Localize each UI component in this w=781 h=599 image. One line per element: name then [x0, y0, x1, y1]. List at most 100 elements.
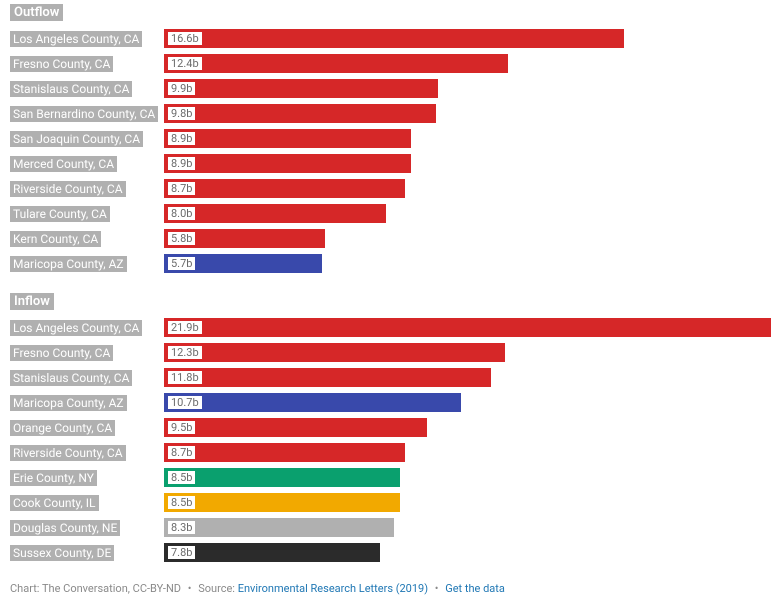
- bar-track: 21.9b: [164, 318, 771, 337]
- bar: 8.5b: [164, 468, 400, 487]
- bar-row: Stanislaus County, CA 11.8b: [10, 366, 771, 389]
- bar-track: 8.7b: [164, 179, 771, 198]
- row-label: Douglas County, NE: [10, 520, 164, 536]
- chart-section: OutflowLos Angeles County, CA16.6bFresno…: [10, 4, 771, 275]
- row-label-text: Erie County, NY: [10, 470, 97, 486]
- bar-value: 16.6b: [168, 32, 202, 45]
- bar-value: 8.3b: [168, 521, 195, 534]
- row-label: Stanislaus County, CA: [10, 81, 164, 97]
- bar-track: 9.5b: [164, 418, 771, 437]
- bar-track: 12.3b: [164, 343, 771, 362]
- bar-row: Stanislaus County, CA 9.9b: [10, 77, 771, 100]
- bar-row: Erie County, NY 8.5b: [10, 466, 771, 489]
- row-label: Stanislaus County, CA: [10, 370, 164, 386]
- bar-value: 9.8b: [168, 107, 195, 120]
- row-label-text: Fresno County, CA: [10, 56, 113, 72]
- bar: 9.9b: [164, 79, 438, 98]
- bar-track: 7.8b: [164, 543, 771, 562]
- bar-row: Orange County, CA 9.5b: [10, 416, 771, 439]
- bar-value: 7.8b: [168, 546, 195, 559]
- bar-value: 21.9b: [168, 321, 202, 334]
- bar-value: 8.5b: [168, 496, 195, 509]
- footer-sep: •: [435, 582, 439, 595]
- bar: 5.8b: [164, 229, 325, 248]
- row-label-text: San Bernardino County, CA: [10, 106, 158, 122]
- row-label: Orange County, CA: [10, 420, 164, 436]
- bar-track: 9.9b: [164, 79, 771, 98]
- row-label-text: San Joaquin County, CA: [10, 131, 143, 147]
- bar-row: Riverside County, CA 8.7b: [10, 177, 771, 200]
- bar-row: Sussex County, DE 7.8b: [10, 541, 771, 564]
- footer-source-label: Source:: [198, 582, 235, 595]
- row-label: San Joaquin County, CA: [10, 131, 164, 147]
- bar-track: 16.6b: [164, 29, 771, 48]
- row-label-text: Tulare County, CA: [10, 206, 110, 222]
- row-label: Los Angeles County, CA: [10, 320, 164, 336]
- bar-track: 9.8b: [164, 104, 771, 123]
- bar-row: Merced County, CA 8.9b: [10, 152, 771, 175]
- bar: 8.7b: [164, 443, 405, 462]
- bar-row: Los Angeles County, CA 16.6b: [10, 27, 771, 50]
- row-label: Sussex County, DE: [10, 545, 164, 561]
- row-label: Maricopa County, AZ: [10, 256, 164, 272]
- bar-track: 8.9b: [164, 154, 771, 173]
- bar-track: 5.7b: [164, 254, 771, 273]
- bar-value: 5.7b: [168, 257, 195, 270]
- bar: 8.7b: [164, 179, 405, 198]
- row-label-text: Maricopa County, AZ: [10, 256, 127, 272]
- footer-sep: •: [188, 582, 192, 595]
- bar: 21.9b: [164, 318, 771, 337]
- footer-prefix: Chart: The Conversation, CC-BY-ND: [10, 582, 181, 595]
- bar: 8.3b: [164, 518, 394, 537]
- row-label-text: Los Angeles County, CA: [10, 31, 142, 47]
- chart-footer: Chart: The Conversation, CC-BY-ND • Sour…: [10, 582, 771, 595]
- bar-value: 12.4b: [168, 57, 202, 70]
- bar-value: 9.5b: [168, 421, 195, 434]
- bar-value: 12.3b: [168, 346, 202, 359]
- bar-track: 8.5b: [164, 493, 771, 512]
- row-label: Cook County, IL: [10, 495, 164, 511]
- bar-row: San Bernardino County, CA 9.8b: [10, 102, 771, 125]
- bar: 12.3b: [164, 343, 505, 362]
- row-label-text: Los Angeles County, CA: [10, 320, 142, 336]
- chart-section: Inflow Los Angeles County, CA 21.9b Fresno …: [10, 293, 771, 564]
- row-label-text: Stanislaus County, CA: [10, 370, 132, 386]
- row-label-text: Maricopa County, AZ: [10, 395, 127, 411]
- bar-value: 8.0b: [168, 207, 195, 220]
- bar-value: 8.7b: [168, 182, 195, 195]
- row-label: San Bernardino County, CA: [10, 106, 164, 122]
- row-label-text: Riverside County, CA: [10, 181, 126, 197]
- bar: 12.4b: [164, 54, 508, 73]
- bar-row: Maricopa County, AZ10.7b: [10, 391, 771, 414]
- bar-track: 8.9b: [164, 129, 771, 148]
- row-label-text: Sussex County, DE: [10, 545, 114, 561]
- bar-track: 8.3b: [164, 518, 771, 537]
- bar-row: Maricopa County, AZ 5.7b: [10, 252, 771, 275]
- row-label: Tulare County, CA: [10, 206, 164, 222]
- bar: 11.8b: [164, 368, 491, 387]
- row-label-text: Stanislaus County, CA: [10, 81, 132, 97]
- bar-value: 8.5b: [168, 471, 195, 484]
- row-label: Maricopa County, AZ: [10, 395, 164, 411]
- bar-track: 8.5b: [164, 468, 771, 487]
- row-label: Merced County, CA: [10, 156, 164, 172]
- bar-row: Fresno County, CA 12.4b: [10, 52, 771, 75]
- bar-value: 8.9b: [168, 157, 195, 170]
- row-label: Erie County, NY: [10, 470, 164, 486]
- bar: 7.8b: [164, 543, 380, 562]
- row-label-text: Douglas County, NE: [10, 520, 120, 536]
- row-label: Los Angeles County, CA: [10, 31, 164, 47]
- footer-getdata-link[interactable]: Get the data: [445, 582, 505, 595]
- bar: 8.0b: [164, 204, 386, 223]
- row-label-text: Kern County, CA: [10, 231, 101, 247]
- row-label-text: Fresno County, CA: [10, 345, 113, 361]
- bar-value: 11.8b: [168, 371, 202, 384]
- bar: 16.6b: [164, 29, 624, 48]
- row-label: Riverside County, CA: [10, 181, 164, 197]
- row-label: Fresno County, CA: [10, 56, 164, 72]
- section-title: Inflow: [10, 293, 54, 310]
- bar: 8.5b: [164, 493, 400, 512]
- footer-source-link[interactable]: Environmental Research Letters (2019): [238, 582, 428, 595]
- bar-track: 5.8b: [164, 229, 771, 248]
- row-label-text: Cook County, IL: [10, 495, 99, 511]
